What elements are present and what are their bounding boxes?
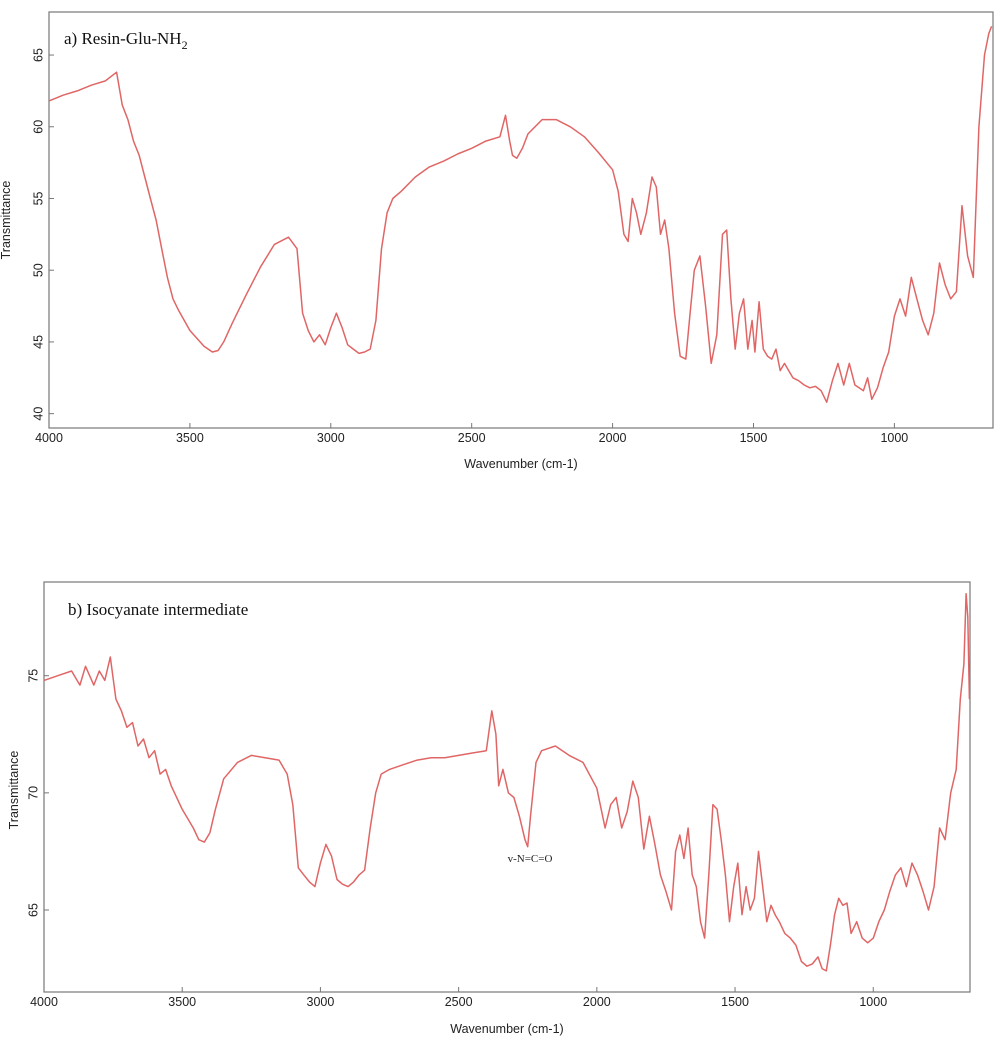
y-axis-label-b: Transmittance	[7, 751, 21, 830]
x-tick-label-a: 3000	[317, 431, 345, 445]
y-tick-label-b: 70	[26, 786, 40, 800]
spectrum-line-a	[48, 26, 993, 403]
chart-panel-b: b) Isocyanate intermediate v-N=C=O Trans…	[7, 581, 971, 1036]
x-tick-label-b: 1000	[859, 995, 887, 1009]
y-axis-label-a: Transmittance	[0, 181, 13, 260]
y-tick-label-b: 75	[26, 669, 40, 683]
y-tick-label-a: 50	[31, 263, 45, 277]
y-tick-label-a: 45	[31, 335, 45, 349]
x-tick-label-b: 4000	[30, 995, 58, 1009]
annotation-nco: v-N=C=O	[508, 853, 553, 865]
x-tick-label-b: 1500	[721, 995, 749, 1009]
x-tick-label-a: 1500	[740, 431, 768, 445]
x-tick-label-a: 1000	[880, 431, 908, 445]
chart-title-a: a) Resin-Glu-NH2	[64, 29, 188, 52]
spectrum-line-b	[43, 592, 971, 972]
x-axis-label-a: Wavenumber (cm-1)	[464, 457, 577, 471]
x-tick-label-a: 2500	[458, 431, 486, 445]
y-tick-label-a: 60	[31, 120, 45, 134]
y-tick-label-a: 65	[31, 48, 45, 62]
plot-frame-a	[48, 11, 994, 429]
y-tick-label-a: 55	[31, 191, 45, 205]
x-tick-label-a: 4000	[35, 431, 63, 445]
y-tick-label-b: 65	[26, 903, 40, 917]
tick-group-a: 4000 3500 3000 2500 2000 1500 1000 40 45 50 55 60 65	[31, 48, 908, 445]
y-tick-label-a: 40	[31, 407, 45, 421]
x-tick-label-b: 2500	[445, 995, 473, 1009]
x-tick-label-b: 3500	[168, 995, 196, 1009]
x-tick-label-a: 3500	[176, 431, 204, 445]
x-tick-label-b: 3000	[307, 995, 335, 1009]
tick-group-b: 4000 3500 3000 2500 2000 1500 1000 65 70 75	[26, 669, 887, 1009]
chart-title-b: b) Isocyanate intermediate	[68, 600, 248, 619]
x-tick-label-b: 2000	[583, 995, 611, 1009]
x-tick-label-a: 2000	[599, 431, 627, 445]
chart-panel-a: a) Resin-Glu-NH2 Transmittance Wavenumbe…	[0, 11, 994, 471]
x-axis-label-b: Wavenumber (cm-1)	[450, 1022, 563, 1036]
